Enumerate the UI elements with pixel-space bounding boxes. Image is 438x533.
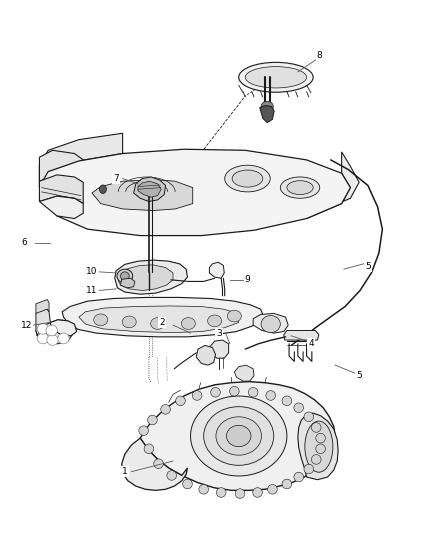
Ellipse shape — [230, 386, 239, 396]
Ellipse shape — [266, 391, 276, 400]
Text: 2: 2 — [159, 318, 165, 327]
Ellipse shape — [261, 316, 280, 333]
Ellipse shape — [305, 421, 333, 472]
Text: 7: 7 — [113, 174, 119, 183]
Polygon shape — [134, 177, 166, 201]
Polygon shape — [115, 260, 187, 294]
Ellipse shape — [191, 396, 287, 476]
Ellipse shape — [211, 387, 220, 397]
Polygon shape — [210, 340, 229, 358]
Polygon shape — [140, 382, 335, 490]
Ellipse shape — [226, 425, 251, 447]
Polygon shape — [36, 320, 72, 344]
Polygon shape — [39, 133, 123, 187]
Polygon shape — [39, 149, 350, 236]
Ellipse shape — [304, 412, 314, 422]
Ellipse shape — [144, 444, 154, 454]
Ellipse shape — [204, 407, 274, 465]
Ellipse shape — [94, 314, 108, 326]
Ellipse shape — [154, 459, 163, 469]
Ellipse shape — [161, 405, 170, 414]
Polygon shape — [39, 196, 83, 219]
Ellipse shape — [46, 325, 57, 336]
Polygon shape — [234, 365, 254, 381]
Polygon shape — [253, 313, 288, 333]
Ellipse shape — [199, 484, 208, 494]
Ellipse shape — [47, 335, 58, 345]
Ellipse shape — [225, 165, 270, 192]
Polygon shape — [50, 320, 77, 336]
Ellipse shape — [176, 396, 185, 406]
Ellipse shape — [294, 403, 304, 413]
Ellipse shape — [311, 423, 321, 432]
Text: 11: 11 — [86, 286, 98, 295]
Ellipse shape — [287, 181, 313, 195]
Polygon shape — [36, 300, 49, 313]
Ellipse shape — [239, 62, 313, 92]
Ellipse shape — [280, 177, 320, 198]
Polygon shape — [298, 413, 338, 480]
Polygon shape — [36, 309, 50, 336]
Ellipse shape — [167, 471, 177, 480]
Text: 6: 6 — [21, 238, 27, 247]
Polygon shape — [138, 181, 161, 197]
Ellipse shape — [183, 479, 192, 489]
Ellipse shape — [151, 318, 165, 329]
Polygon shape — [122, 438, 187, 490]
Ellipse shape — [181, 318, 195, 329]
Ellipse shape — [148, 415, 157, 425]
Ellipse shape — [117, 269, 133, 283]
Ellipse shape — [58, 333, 69, 344]
Ellipse shape — [37, 324, 49, 334]
Ellipse shape — [316, 444, 325, 454]
Ellipse shape — [253, 488, 262, 497]
Polygon shape — [284, 330, 319, 340]
Polygon shape — [79, 306, 239, 333]
Ellipse shape — [99, 185, 106, 193]
Text: 10: 10 — [86, 268, 98, 276]
Polygon shape — [209, 262, 224, 278]
Ellipse shape — [316, 433, 325, 443]
Polygon shape — [118, 265, 173, 290]
Text: 5: 5 — [356, 372, 362, 380]
Polygon shape — [39, 150, 83, 182]
Ellipse shape — [192, 391, 202, 400]
Ellipse shape — [311, 455, 321, 464]
Ellipse shape — [245, 67, 307, 88]
Text: 8: 8 — [317, 52, 323, 60]
Text: 1: 1 — [122, 467, 128, 476]
Polygon shape — [62, 297, 263, 337]
Ellipse shape — [216, 488, 226, 497]
Ellipse shape — [227, 310, 241, 322]
Ellipse shape — [208, 315, 222, 327]
Ellipse shape — [304, 464, 314, 474]
Ellipse shape — [282, 479, 292, 489]
Ellipse shape — [120, 272, 129, 280]
Text: 3: 3 — [216, 329, 222, 337]
Text: 5: 5 — [365, 262, 371, 271]
Ellipse shape — [235, 489, 245, 498]
Polygon shape — [307, 152, 359, 219]
Polygon shape — [196, 345, 215, 365]
Ellipse shape — [139, 426, 148, 435]
Ellipse shape — [248, 387, 258, 397]
Polygon shape — [39, 175, 83, 204]
Ellipse shape — [122, 316, 136, 328]
Ellipse shape — [216, 417, 261, 455]
Ellipse shape — [261, 101, 273, 112]
Polygon shape — [92, 180, 193, 211]
Ellipse shape — [282, 396, 292, 406]
Text: 9: 9 — [244, 276, 251, 284]
Polygon shape — [120, 278, 135, 288]
Ellipse shape — [294, 472, 304, 482]
Text: 12: 12 — [21, 321, 32, 329]
Ellipse shape — [37, 333, 49, 344]
Text: 4: 4 — [308, 340, 314, 348]
Ellipse shape — [232, 170, 263, 187]
Polygon shape — [260, 106, 274, 123]
Ellipse shape — [268, 484, 277, 494]
